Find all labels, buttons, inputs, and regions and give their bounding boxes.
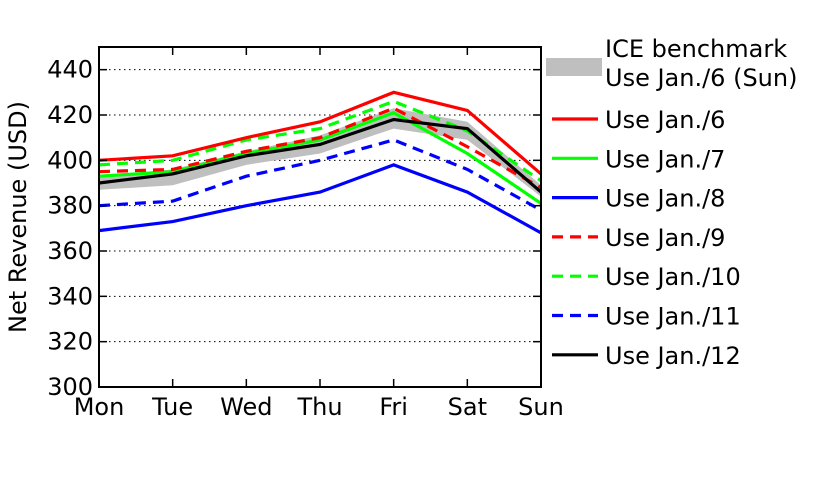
x-tick-label: Fri bbox=[379, 393, 408, 421]
x-tick-label: Wed bbox=[220, 393, 272, 421]
y-tick-label: 400 bbox=[47, 146, 93, 174]
y-tick-label: 440 bbox=[47, 56, 93, 84]
y-tick-label: 420 bbox=[47, 101, 93, 129]
series-line-use-jan-6 bbox=[98, 90, 543, 176]
x-tick-label: Sat bbox=[448, 393, 487, 421]
legend-swatch-band bbox=[546, 58, 602, 76]
legend-label: Use Jan./6 bbox=[605, 106, 725, 134]
band-layer bbox=[99, 108, 541, 197]
series-line-use-jan-9 bbox=[98, 106, 542, 189]
band-ice-benchmark bbox=[99, 108, 541, 197]
legend-label: Use Jan./10 bbox=[605, 263, 741, 291]
y-tick-label: 340 bbox=[47, 282, 93, 310]
legend-label: Use Jan./7 bbox=[605, 145, 725, 173]
series-line-use-jan-12 bbox=[98, 117, 543, 194]
series-layer bbox=[98, 90, 543, 235]
series-line-use-jan-7 bbox=[98, 110, 542, 205]
y-tick-label: 380 bbox=[47, 192, 93, 220]
series-line-use-jan-8 bbox=[98, 163, 542, 235]
x-tick-label: Thu bbox=[296, 393, 342, 421]
legend-label: Use Jan./8 bbox=[605, 185, 725, 213]
legend-label: Use Jan./9 bbox=[605, 224, 725, 252]
series-line-use-jan-11 bbox=[98, 138, 542, 212]
y-axis-label: Net Revenue (USD) bbox=[4, 101, 32, 333]
series-line-use-jan-10 bbox=[98, 99, 542, 183]
plot-frame bbox=[98, 46, 542, 388]
y-tick-label: 300 bbox=[47, 373, 93, 401]
x-tick-label: Mon bbox=[74, 393, 125, 421]
x-tick-label: Tue bbox=[151, 393, 193, 421]
y-tick-label: 360 bbox=[47, 237, 93, 265]
ticks: 300 320 340 360 380 400 420 440 Mon Tue Wed Thu Fri S… bbox=[47, 47, 564, 421]
legend-label-band: ICE benchmark Use Jan./6 (Sun) bbox=[605, 35, 797, 92]
legend: ICE benchmark Use Jan./6 (Sun) Use Jan./6 U… bbox=[546, 35, 797, 370]
y-tick-label: 320 bbox=[47, 328, 93, 356]
legend-label: Use Jan./11 bbox=[605, 303, 741, 331]
x-tick-label: Sun bbox=[518, 393, 564, 421]
legend-label: Use Jan./12 bbox=[605, 342, 741, 370]
grid bbox=[99, 69, 541, 343]
